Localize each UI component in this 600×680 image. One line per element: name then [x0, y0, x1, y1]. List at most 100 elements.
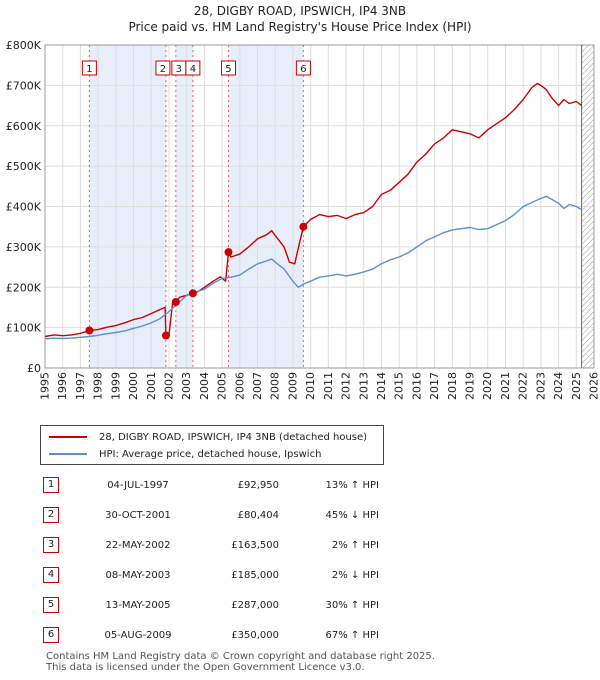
- x-tick-label: 2015: [393, 372, 406, 400]
- sale-label-border: [220, 60, 236, 76]
- y-tick-label: £600K: [6, 120, 42, 133]
- sale-hpi-diff: 13% ↑ HPI: [325, 479, 379, 491]
- sale-label-border: [155, 60, 171, 76]
- sale-label-border: [81, 60, 97, 76]
- sale-point: [171, 297, 180, 306]
- x-tick-label: 2000: [127, 372, 140, 400]
- x-tick-label: 2019: [464, 372, 477, 400]
- legend-item-property: 28, DIGBY ROAD, IPSWICH, IP4 3NB (detach…: [49, 429, 367, 445]
- sale-label-box: 3: [171, 60, 187, 76]
- sale-label-box: 1: [81, 60, 97, 76]
- sale-number: 6: [40, 620, 83, 650]
- x-tick-label: 1996: [56, 372, 69, 400]
- y-tick-label: £800K: [6, 39, 42, 52]
- chart-subtitle: Price paid vs. HM Land Registry's House …: [128, 20, 472, 34]
- sale-point: [161, 331, 170, 340]
- x-tick-label: 1999: [109, 372, 122, 400]
- x-tick-label: 2001: [145, 372, 158, 400]
- chart-title: 28, DIGBY ROAD, IPSWICH, IP4 3NB: [193, 4, 407, 18]
- sale-number: 4: [40, 560, 83, 590]
- sale-date: 30-OCT-2001: [105, 509, 171, 521]
- sale-point: [224, 248, 233, 257]
- x-tick-label: 2023: [534, 372, 547, 400]
- x-tick-label: 2021: [499, 372, 512, 400]
- sale-label: 3: [176, 64, 182, 75]
- sale-price: £163,500: [231, 539, 279, 551]
- sale-hpi-diff: 30% ↑ HPI: [325, 599, 379, 611]
- sale-number-badge: 4: [43, 567, 59, 583]
- y-tick-label: £200K: [6, 281, 42, 294]
- sale-number-badge: 3: [43, 537, 59, 553]
- sale-number-badge: 5: [43, 597, 59, 613]
- footer-line-2: This data is licensed under the Open Gov…: [46, 662, 365, 673]
- x-tick-label: 2014: [375, 372, 388, 400]
- sale-date: 04-JUL-1997: [107, 479, 169, 491]
- legend-hpi-label: HPI: Average price, detached house, Ipsw…: [99, 448, 322, 460]
- sale-hpi-diff: 2% ↓ HPI: [331, 569, 379, 581]
- sale-label-box: 6: [295, 60, 311, 76]
- x-tick-label: 1998: [92, 372, 105, 400]
- x-tick-label: 2002: [162, 372, 175, 400]
- sale-hpi-diff: 67% ↑ HPI: [325, 629, 379, 641]
- sale-label: 2: [160, 64, 166, 75]
- y-tick-label: £500K: [6, 160, 42, 173]
- sale-point: [188, 289, 197, 298]
- sale-number: 5: [40, 590, 83, 620]
- x-tick-label: 1995: [39, 372, 52, 400]
- sales-table: 1 04-JUL-1997 £92,950 13% ↑ HPI 2 30-OCT-2001…: [40, 470, 379, 650]
- legend-red-line: [49, 436, 87, 438]
- x-tick-label: 2018: [446, 372, 459, 400]
- x-tick-label: 2009: [286, 372, 299, 400]
- legend-property-label: 28, DIGBY ROAD, IPSWICH, IP4 3NB (detach…: [99, 431, 368, 443]
- x-tick-label: 2011: [322, 372, 335, 400]
- sale-number: 3: [40, 530, 83, 560]
- sale-label-box: 2: [155, 60, 171, 76]
- x-tick-label: 2022: [517, 372, 530, 400]
- x-tick-label: 2013: [357, 372, 370, 400]
- y-tick-label: £400K: [6, 201, 42, 214]
- sales-row: 4 08-MAY-2003 £185,000 2% ↓ HPI: [40, 560, 379, 590]
- sale-date: 08-MAY-2003: [105, 569, 171, 581]
- x-tick-label: 2017: [428, 372, 441, 400]
- hpi-line: [44, 195, 582, 340]
- chart-legend: 28, DIGBY ROAD, IPSWICH, IP4 3NB (detach…: [40, 425, 384, 465]
- sale-price: £92,950: [237, 479, 279, 491]
- x-tick-label: 2025: [570, 372, 583, 400]
- x-tick-label: 2006: [233, 372, 246, 400]
- sale-date: 05-AUG-2009: [104, 629, 172, 641]
- sale-date: 22-MAY-2002: [105, 539, 171, 551]
- sale-point: [85, 326, 94, 335]
- sale-price: £80,404: [237, 509, 279, 521]
- x-tick-label: 1997: [74, 372, 87, 400]
- y-tick-label: £0: [27, 362, 41, 375]
- sale-number-badge: 6: [43, 627, 59, 643]
- x-tick-label: 2012: [340, 372, 353, 400]
- footer-line-1: Contains HM Land Registry data © Crown c…: [46, 651, 435, 662]
- sale-label: 6: [300, 64, 306, 75]
- x-tick-label: 2007: [251, 372, 264, 400]
- y-tick-label: £700K: [6, 79, 42, 92]
- sale-price: £350,000: [231, 629, 279, 641]
- y-tick-label: £300K: [6, 241, 42, 254]
- x-tick-label: 2016: [410, 372, 423, 400]
- sales-row: 6 05-AUG-2009 £350,000 67% ↑ HPI: [40, 620, 379, 650]
- x-tick-label: 2024: [552, 372, 565, 400]
- property-price-line: [44, 82, 583, 338]
- x-tick-label: 2008: [269, 372, 282, 400]
- legend-blue-line: [49, 453, 87, 455]
- sale-label: 4: [190, 64, 196, 75]
- sale-number: 2: [40, 500, 83, 530]
- sale-price: £287,000: [231, 599, 279, 611]
- sale-number-badge: 2: [43, 507, 59, 523]
- y-tick-label: £100K: [6, 322, 42, 335]
- x-tick-label: 2003: [180, 372, 193, 400]
- x-tick-label: 2020: [481, 372, 494, 400]
- sales-row: 3 22-MAY-2002 £163,500 2% ↑ HPI: [40, 530, 379, 560]
- footer-attribution: Contains HM Land Registry data © Crown c…: [46, 651, 435, 673]
- sales-row: 1 04-JUL-1997 £92,950 13% ↑ HPI: [40, 470, 379, 500]
- sales-row: 2 30-OCT-2001 £80,404 45% ↓ HPI: [40, 500, 379, 530]
- sale-date: 13-MAY-2005: [105, 599, 171, 611]
- sale-label-border: [295, 60, 311, 76]
- sale-label-border: [185, 60, 201, 76]
- sale-price: £185,000: [231, 569, 279, 581]
